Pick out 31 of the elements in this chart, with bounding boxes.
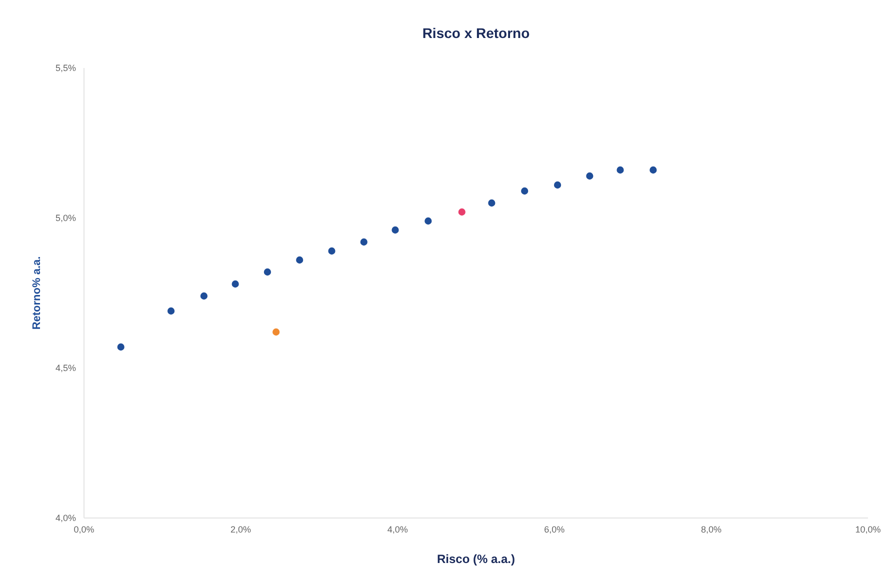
x-tick-label: 2,0% [230,524,252,534]
x-tick-label: 4,0% [387,524,408,534]
point [117,343,124,351]
y-axis-title: Retorno% a.a. [31,256,43,330]
x-tick-label: 8,0% [700,524,722,534]
point [488,199,496,207]
point [328,247,336,255]
point [360,238,368,246]
y-tick-label: 4,5% [55,362,76,373]
x-tick-label: 10,0% [855,524,881,534]
x-tick-label: 6,0% [544,524,565,534]
x-axis-title: Risco (% a.a.) [436,552,516,566]
x-tick-label: 0,0% [74,524,94,534]
y-tick-label: 5,5% [55,62,76,73]
point [424,217,432,225]
point [616,166,624,174]
point [392,226,399,234]
point [650,166,657,174]
y-tick-label: 5,0% [55,212,76,223]
point [554,181,562,189]
point [200,292,208,300]
point [232,280,239,288]
point [296,256,304,264]
point [458,208,466,216]
y-tick-label: 4,0% [55,512,76,523]
point [167,307,175,315]
point [272,328,280,336]
point [586,172,594,180]
point [264,268,272,276]
point [521,187,528,195]
chart-title: Risco x Retorno [422,25,530,41]
